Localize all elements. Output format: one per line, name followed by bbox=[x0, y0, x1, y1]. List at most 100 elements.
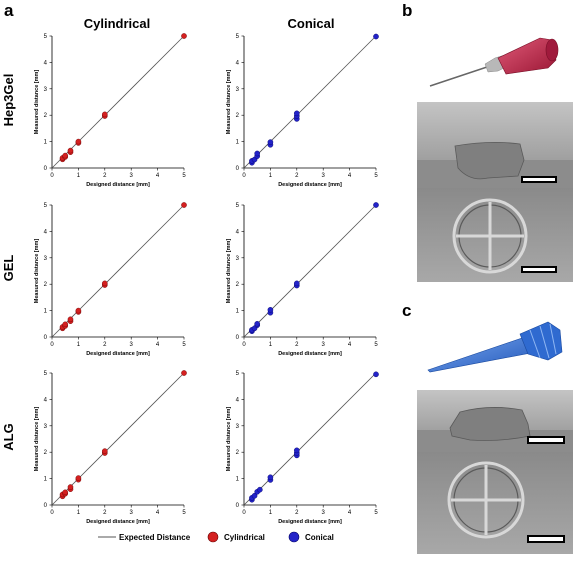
x-tick-label: 5 bbox=[374, 510, 378, 516]
x-tick-label: 4 bbox=[348, 510, 352, 516]
data-point-conical bbox=[373, 371, 379, 378]
conical-tip-image bbox=[427, 321, 563, 373]
x-tick-label: 2 bbox=[103, 342, 107, 348]
scaffold-ring-outer bbox=[452, 198, 528, 274]
scaffold-side-view bbox=[454, 142, 525, 180]
conical-tip-hub bbox=[519, 321, 563, 361]
chart-hep3gel-conical: 0 1 2 3 4 5 0 1 2 3 4 5 Designed distance [mm] Measur… bbox=[226, 33, 379, 188]
panel-letter-b: b bbox=[402, 1, 412, 20]
y-tick-label: 1 bbox=[236, 477, 240, 483]
x-tick-label: 3 bbox=[322, 173, 326, 179]
row-title-hep3gel: Hep3Gel bbox=[1, 74, 16, 127]
y-axis-label: Measured distance [mm] bbox=[34, 70, 40, 135]
data-point-conical bbox=[293, 280, 300, 287]
y-tick-label: 4 bbox=[236, 60, 240, 66]
data-point-conical bbox=[267, 139, 274, 145]
chart-gel-cylindrical: 0 1 2 3 4 5 0 1 2 3 4 5 Designed distance [mm] Measur… bbox=[34, 202, 187, 357]
data-point-conical bbox=[257, 486, 263, 493]
x-axis-label: Designed distance [mm] bbox=[86, 351, 150, 357]
needle-shaft bbox=[429, 65, 491, 87]
legend-label-cylindrical: Cylindrical bbox=[224, 533, 265, 542]
expected-distance-line bbox=[243, 35, 377, 169]
x-tick-label: 3 bbox=[130, 173, 134, 179]
x-tick-label: 0 bbox=[50, 173, 54, 179]
x-tick-label: 2 bbox=[295, 510, 299, 516]
y-tick-label: 3 bbox=[236, 256, 240, 262]
y-axis-label: Measured distance [mm] bbox=[226, 70, 232, 135]
panel-letter-c: c bbox=[402, 301, 411, 320]
legend-label-expected: Expected Distance bbox=[119, 533, 191, 542]
legend-marker-cylindrical bbox=[207, 531, 219, 543]
y-tick-label: 2 bbox=[44, 113, 48, 119]
x-tick-label: 0 bbox=[50, 510, 54, 516]
x-tick-label: 2 bbox=[295, 173, 299, 179]
y-tick-label: 0 bbox=[44, 335, 48, 341]
x-tick-label: 4 bbox=[156, 342, 160, 348]
needle-image bbox=[429, 37, 559, 87]
expected-distance-line bbox=[51, 204, 185, 338]
chart-gel-conical: 0 1 2 3 4 5 0 1 2 3 4 5 Designed distance [mm] Measur… bbox=[226, 202, 379, 357]
y-tick-label: 2 bbox=[236, 282, 240, 288]
legend-marker-conical bbox=[288, 531, 300, 543]
y-axis-label: Measured distance [mm] bbox=[34, 407, 40, 472]
needle-hub-end bbox=[545, 38, 559, 62]
x-tick-label: 1 bbox=[269, 173, 273, 179]
y-tick-label: 0 bbox=[236, 335, 240, 341]
x-tick-label: 0 bbox=[242, 510, 246, 516]
x-tick-label: 2 bbox=[103, 510, 107, 516]
legend-label-conical: Conical bbox=[305, 533, 334, 542]
photo-top-cylindrical bbox=[417, 188, 573, 282]
x-tick-label: 5 bbox=[182, 510, 186, 516]
data-point-cylindrical bbox=[181, 202, 187, 208]
tip-rib bbox=[549, 323, 557, 355]
y-tick-label: 5 bbox=[236, 371, 240, 377]
data-point-cylindrical bbox=[181, 33, 187, 39]
y-tick-label: 1 bbox=[236, 309, 240, 315]
y-tick-label: 5 bbox=[44, 371, 48, 377]
y-tick-label: 1 bbox=[44, 477, 48, 483]
y-tick-label: 2 bbox=[236, 450, 240, 456]
y-axis-label: Measured distance [mm] bbox=[34, 239, 40, 304]
x-axis-label: Designed distance [mm] bbox=[86, 182, 150, 188]
x-tick-label: 0 bbox=[242, 173, 246, 179]
data-point-cylindrical bbox=[75, 307, 82, 314]
data-point-cylindrical bbox=[102, 448, 108, 454]
y-tick-label: 4 bbox=[44, 60, 48, 66]
x-tick-label: 5 bbox=[374, 173, 378, 179]
y-tick-label: 2 bbox=[44, 450, 48, 456]
x-tick-label: 3 bbox=[322, 342, 326, 348]
x-tick-label: 4 bbox=[348, 342, 352, 348]
y-tick-label: 4 bbox=[236, 229, 240, 235]
x-tick-label: 1 bbox=[77, 173, 81, 179]
legend: Expected Distance Cylindrical Conical bbox=[98, 531, 334, 543]
data-point-conical bbox=[267, 307, 274, 313]
y-tick-label: 3 bbox=[236, 87, 240, 93]
expected-distance-line bbox=[51, 372, 185, 506]
y-tick-label: 5 bbox=[44, 203, 48, 209]
scaffold-side-view bbox=[449, 407, 531, 441]
expected-distance-line bbox=[51, 35, 185, 169]
x-tick-label: 1 bbox=[269, 510, 273, 516]
x-tick-label: 5 bbox=[182, 342, 186, 348]
row-title-gel: GEL bbox=[1, 255, 16, 282]
y-tick-label: 3 bbox=[44, 256, 48, 262]
scale-bar bbox=[529, 438, 563, 442]
y-tick-label: 5 bbox=[44, 34, 48, 40]
x-tick-label: 5 bbox=[374, 342, 378, 348]
y-tick-label: 5 bbox=[236, 34, 240, 40]
data-point-cylindrical bbox=[67, 316, 74, 323]
scale-bar bbox=[523, 268, 555, 271]
y-tick-label: 1 bbox=[44, 140, 48, 146]
needle-hub bbox=[497, 37, 557, 75]
y-tick-label: 0 bbox=[236, 166, 240, 172]
y-tick-label: 4 bbox=[236, 397, 240, 403]
x-tick-label: 1 bbox=[77, 342, 81, 348]
x-tick-label: 3 bbox=[322, 510, 326, 516]
x-tick-label: 4 bbox=[348, 173, 352, 179]
scaffold-ring-outer bbox=[447, 461, 525, 539]
photo-side-cylindrical bbox=[417, 102, 573, 188]
scale-bar bbox=[523, 178, 555, 181]
data-point-conical bbox=[251, 492, 258, 499]
y-tick-label: 5 bbox=[236, 203, 240, 209]
